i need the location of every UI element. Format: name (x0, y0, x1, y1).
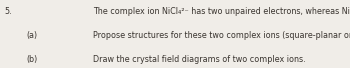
Text: The complex ion NiCl₄²⁻ has two unpaired electrons, whereas Ni(CN)₄²⁻ is diamagn: The complex ion NiCl₄²⁻ has two unpaired… (93, 7, 350, 16)
Text: Draw the crystal field diagrams of two complex ions.: Draw the crystal field diagrams of two c… (93, 55, 305, 64)
Text: 5.: 5. (4, 7, 12, 16)
Text: (b): (b) (26, 55, 37, 64)
Text: Propose structures for these two complex ions (square-planar or tetrahedral).: Propose structures for these two complex… (93, 31, 350, 40)
Text: (a): (a) (26, 31, 37, 40)
